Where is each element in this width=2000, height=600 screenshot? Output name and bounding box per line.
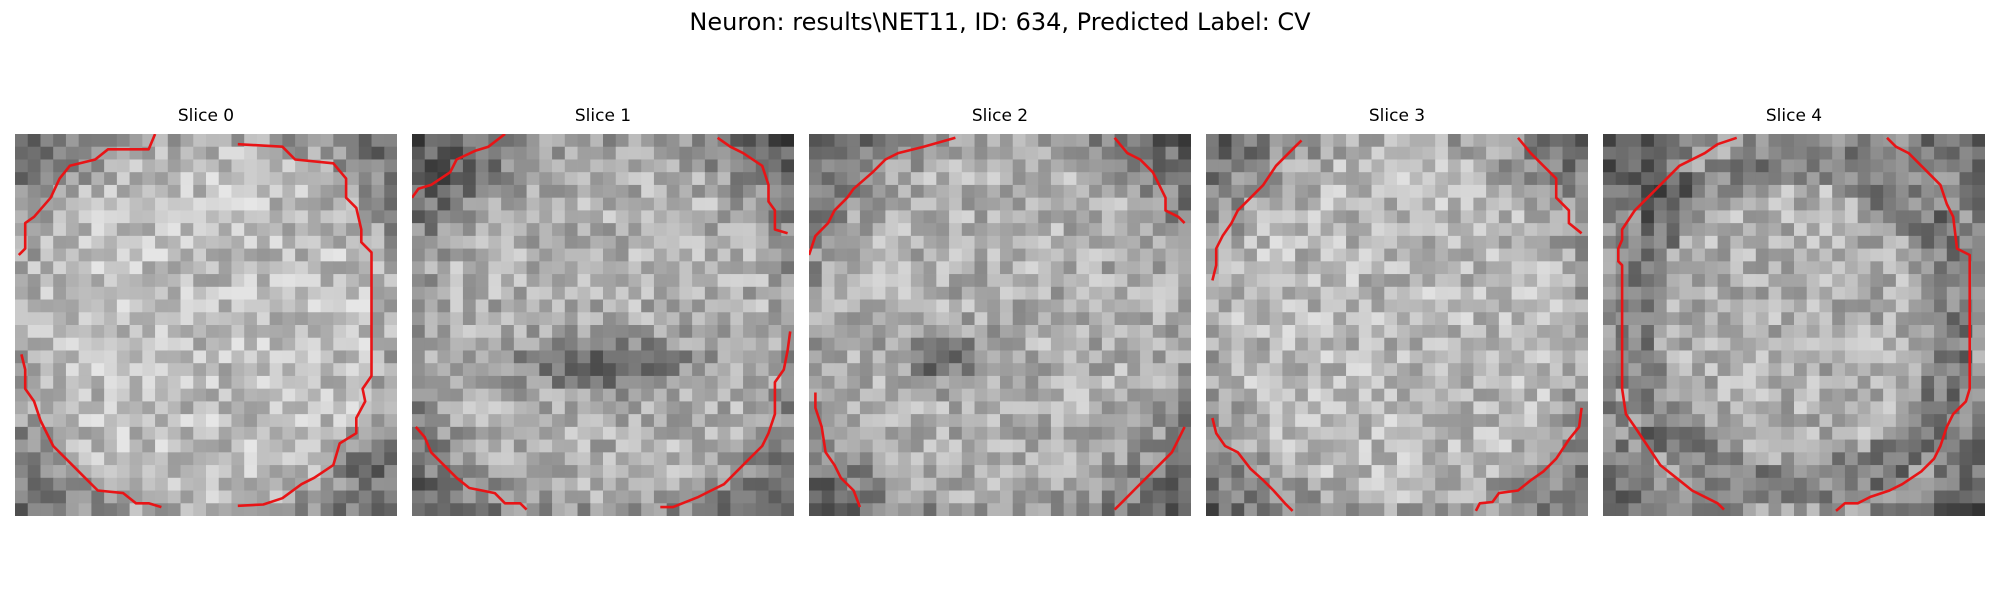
slice-image [1206, 134, 1588, 516]
pixel-grid [412, 134, 794, 516]
contour-line [412, 134, 506, 199]
pixel-grid [1603, 134, 1985, 516]
slice-title: Slice 0 [177, 106, 235, 126]
slice-title: Slice 1 [574, 106, 632, 126]
contour-line [809, 136, 956, 256]
contour-line [1516, 136, 1583, 235]
contour-line [660, 331, 792, 509]
slice-image [15, 134, 397, 516]
contour-line [1113, 136, 1186, 225]
slice-image [809, 134, 1191, 516]
slice-image [412, 134, 794, 516]
contour-line [414, 426, 528, 511]
slice-title: Slice 4 [1765, 106, 1823, 126]
contour-line [1113, 426, 1186, 511]
slice-panel-0: Slice 0 [15, 106, 397, 516]
contour-line [716, 136, 788, 235]
slice-title: Slice 2 [971, 106, 1029, 126]
contour-line [237, 142, 373, 508]
slice-title: Slice 3 [1368, 106, 1426, 126]
slice-panel-3: Slice 3 [1206, 106, 1588, 516]
contour-line [1617, 136, 1738, 511]
slice-panel-1: Slice 1 [412, 106, 794, 516]
contour-line [814, 392, 862, 508]
pixel-grid [809, 134, 1191, 516]
figure-title: Neuron: results\NET11, ID: 634, Predicte… [689, 8, 1311, 36]
contour-line [17, 134, 157, 256]
pixel-grid [1206, 134, 1588, 516]
contour-line [1211, 139, 1303, 281]
contour-line [1835, 136, 1972, 512]
slice-panel-4: Slice 4 [1603, 106, 1985, 516]
slice-image [1603, 134, 1985, 516]
contour-line [1211, 417, 1294, 512]
contour-line [20, 353, 162, 509]
contour-line [1474, 407, 1583, 512]
pixel-grid [15, 134, 397, 516]
slice-panel-2: Slice 2 [809, 106, 1191, 516]
